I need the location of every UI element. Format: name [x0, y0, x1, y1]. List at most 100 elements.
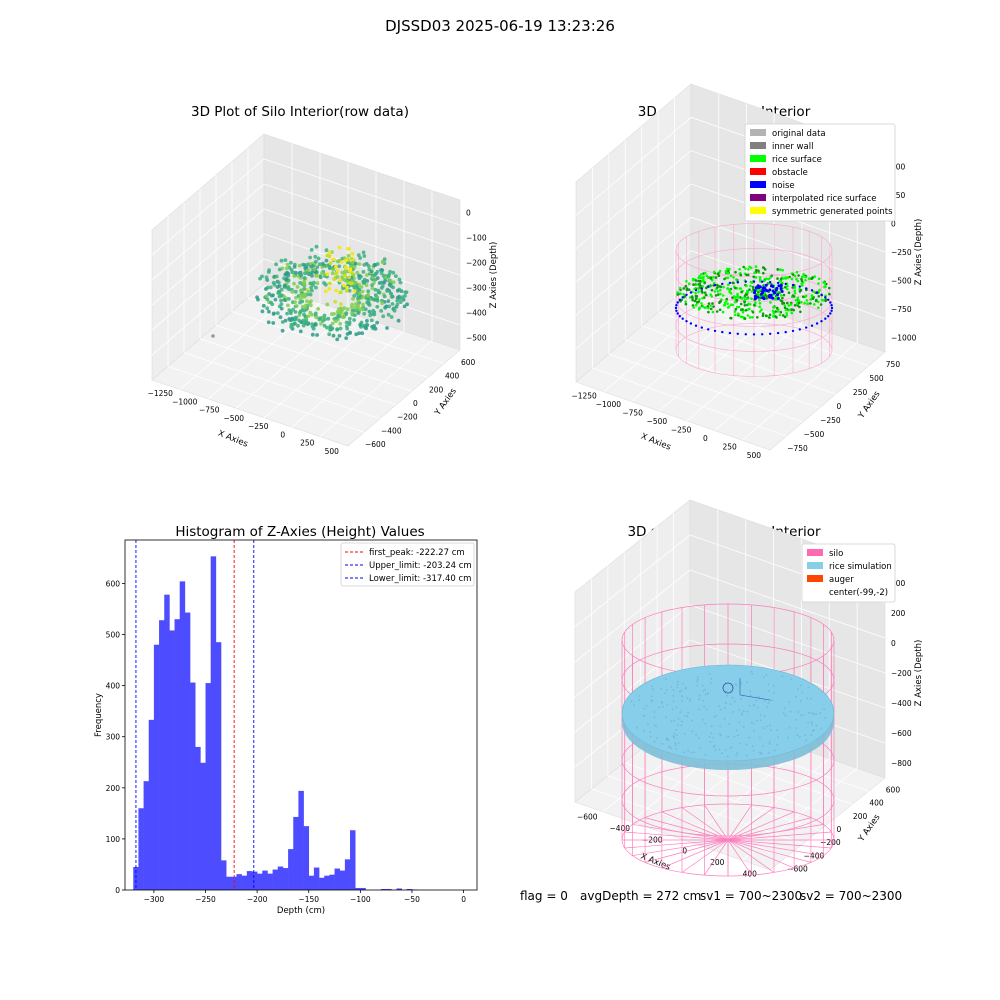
p2-point-rice	[797, 299, 801, 302]
p3-bar	[200, 762, 206, 890]
p2-point-rice	[734, 270, 737, 274]
p1-point	[285, 262, 290, 267]
p1-point	[296, 323, 300, 328]
p2-point-noise	[776, 331, 780, 335]
p1-point	[363, 325, 368, 330]
p1-point	[366, 302, 371, 306]
p2-point-rice	[749, 284, 752, 288]
p4-rice-mesh-point	[799, 736, 801, 738]
p4-rice-mesh-point	[823, 708, 825, 710]
p4-rice-mesh-point	[743, 710, 745, 713]
p1-point	[279, 293, 284, 298]
p4-y-tick: 0	[837, 825, 842, 834]
p2-point-noise	[756, 295, 760, 299]
p2-point-rice	[768, 316, 771, 319]
p2-point-rice	[783, 304, 787, 308]
p4-rice-mesh-point	[796, 734, 799, 736]
p3-bar	[221, 860, 227, 890]
p2-point-rice	[805, 299, 809, 302]
p1-point	[326, 316, 331, 321]
p1-point	[292, 274, 297, 278]
p1-point	[293, 300, 298, 304]
p2-point-rice	[717, 274, 721, 278]
p2-point-rice	[744, 309, 748, 312]
p2-point-rice	[702, 279, 705, 283]
p3-bars	[133, 556, 418, 890]
p2-point-rice	[692, 306, 696, 309]
p3-x-tick: −250	[195, 895, 216, 904]
p1-point	[303, 294, 308, 298]
p4-z-tick: 0	[891, 639, 896, 648]
p2-point-rice	[791, 294, 795, 297]
p4-rice-mesh-point	[704, 754, 707, 756]
p4-x-tick: −600	[577, 813, 598, 822]
p3-bar	[360, 887, 366, 890]
p2-point-rice	[718, 269, 722, 273]
p2-point-rice	[706, 275, 710, 279]
p2-point-noise	[752, 280, 756, 283]
p1-grid-z	[151, 208, 461, 306]
p1-point	[313, 311, 318, 316]
p2-point-rice	[782, 301, 786, 305]
p2-point-rice	[678, 286, 682, 290]
p4-silo-floor-spoke	[645, 817, 729, 841]
p4-silo-floor-spoke	[681, 839, 729, 873]
p4-rice-mesh-point	[757, 706, 759, 709]
p1-point	[289, 322, 294, 327]
p1-point	[334, 319, 338, 324]
p3-bar	[319, 877, 325, 890]
p4-rice-mesh-point	[650, 700, 653, 702]
p3-bar	[241, 875, 248, 890]
p1-point	[313, 323, 317, 327]
p2-point-rice	[802, 272, 805, 276]
p4-rice-mesh-point	[820, 727, 823, 730]
p4-rice-mesh-point	[771, 699, 773, 702]
p1-peak-point	[343, 273, 347, 278]
p1-peak-point	[335, 269, 340, 273]
p1-peak-point	[348, 267, 353, 272]
p2-point-rice	[772, 306, 775, 309]
p4-rice-mesh-point	[698, 708, 701, 711]
p4-rice-mesh-point	[795, 718, 797, 721]
p4-rice-mesh-point	[752, 722, 755, 725]
p1-point	[271, 312, 276, 316]
p4-rice-mesh-point	[710, 725, 713, 728]
p1-x-tick: −500	[223, 414, 244, 423]
p3-bar	[334, 868, 341, 890]
p3-bar	[184, 612, 191, 890]
p2-grid-z	[575, 216, 886, 316]
p4-rice-mesh-point	[667, 738, 670, 741]
p2-point-rice	[784, 308, 788, 312]
p2-point-noise	[736, 281, 739, 284]
p2-point-rice	[796, 279, 800, 283]
p1-point	[311, 283, 315, 287]
p4-rice-mesh-point	[704, 722, 707, 725]
p1-point	[369, 318, 374, 323]
p2-point-rice	[794, 298, 798, 302]
p1-point	[379, 271, 384, 275]
p3-bar	[277, 866, 284, 890]
p2-point-rice	[824, 299, 827, 303]
p4-silo-floor-spoke	[727, 824, 824, 841]
p1-point	[386, 312, 391, 317]
p2-point-rice	[748, 288, 751, 292]
p2-point-rice	[696, 300, 699, 304]
p1-point	[314, 273, 318, 278]
p1-point	[350, 302, 354, 307]
p2-point-rice	[758, 296, 762, 300]
p2-point-rice	[813, 303, 816, 306]
p1-point	[385, 326, 389, 330]
p2-point-rice	[774, 310, 778, 313]
p2-point-rice	[793, 286, 797, 289]
p1-x-tick: 0	[280, 430, 285, 439]
p2-point-rice	[710, 307, 713, 311]
p4-rice-mesh-point	[811, 712, 814, 715]
p2-point-rice	[721, 294, 725, 297]
p2-point-rice	[722, 285, 725, 289]
p1-peak-point	[339, 260, 344, 264]
p1-point	[338, 321, 343, 326]
p2-point-rice	[727, 283, 730, 287]
p1-point	[317, 262, 322, 267]
p1-point	[355, 270, 360, 275]
p4-grid-z	[574, 604, 886, 698]
